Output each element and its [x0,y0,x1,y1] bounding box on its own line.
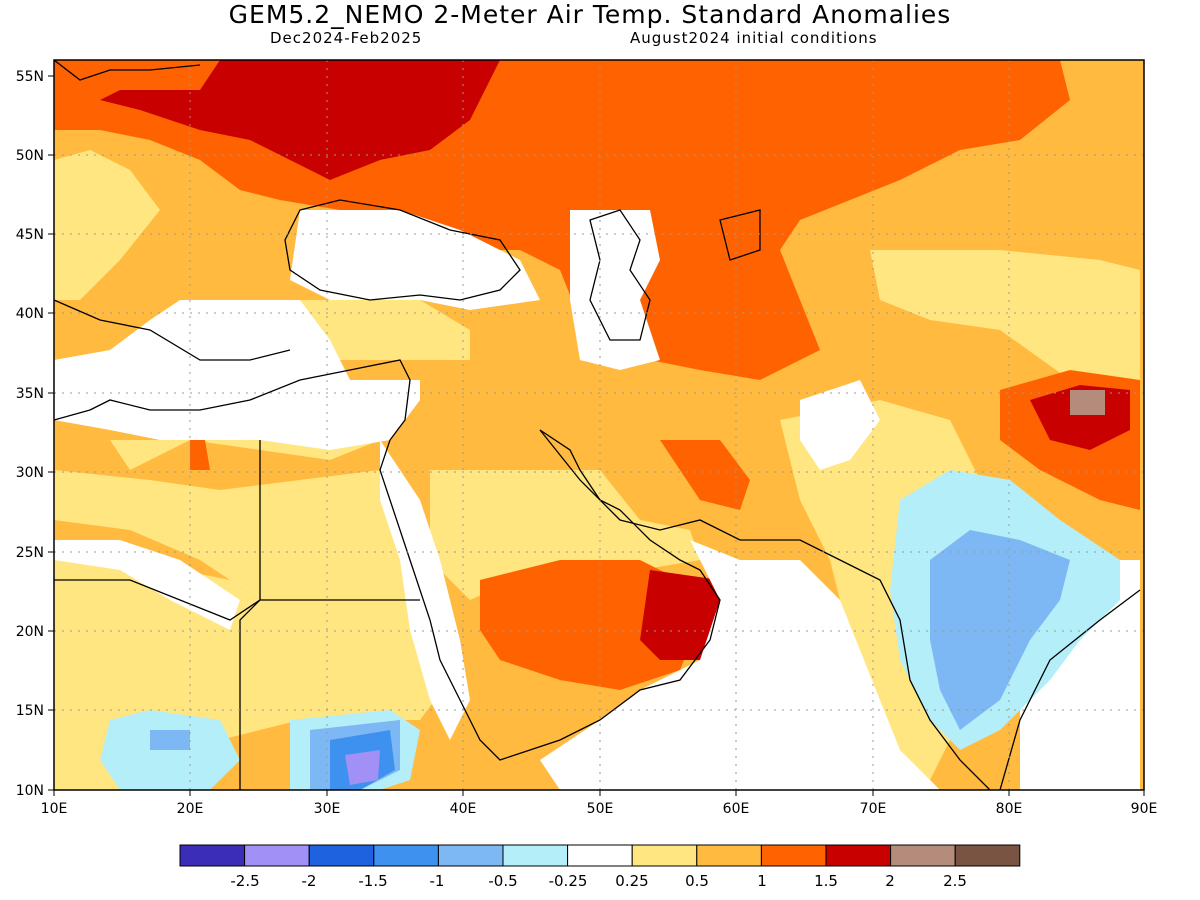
coast-india-east [999,589,1141,790]
anomaly-region-chad-white [54,540,240,630]
anomaly-region-mediterranean-white [54,300,420,450]
lon-label: 80E [996,801,1023,817]
lat-labels: 55N 50N 45N 40N 35N 30N 25N 20N 15N 10N [16,69,44,799]
anomaly-region-redsea-white [380,440,470,740]
colorbar-swatch [760,844,827,867]
lon-label: 40E [450,801,477,817]
colorbar-label: 2.5 [943,872,967,890]
colorbar-swatch [437,844,504,867]
colorbar-label: 1 [757,872,767,890]
lat-label: 10N [16,783,44,799]
colorbar-swatch [308,844,375,867]
coast-mediterranean-north [54,299,291,361]
lon-label: 10E [41,801,68,817]
border-egypt-sudan [239,440,261,790]
colorbar-label: 1.5 [814,872,838,890]
colorbar-swatch [244,844,310,867]
colorbar-swatch [373,844,439,867]
anomaly-region-rubalkhali-red-orange [480,560,700,690]
anomaly-region-himalaya-brown [1070,390,1105,415]
colorbar-swatch [890,844,956,867]
anomaly-region-anatolia-yellow [300,300,470,360]
lon-label: 70E [860,801,887,817]
colorbar-swatch [179,844,246,867]
lat-label: 40N [16,306,44,322]
colorbar-label: 0.25 [615,872,648,890]
map-title: GEM5.2_NEMO 2-Meter Air Temp. Standard A… [228,0,952,29]
anomaly-region-iran-red-orange [660,440,750,510]
coast-aral [719,209,761,261]
colorbar-label: 2 [885,872,895,890]
colorbar-swatch [631,844,698,867]
anomaly-region-arabiansea-white [540,540,940,790]
anomaly-field [54,60,1144,790]
coast-caspian [589,209,651,341]
colorbar-swatches [179,844,1021,867]
lat-label: 35N [16,386,44,402]
lat-label: 25N [16,545,44,561]
initial-conditions: August2024 initial conditions [630,29,878,47]
colorbar-swatch [502,844,569,867]
anomaly-region-egypt-red-orange [190,440,210,470]
anomaly-region-blacksea-white [290,210,540,310]
anomaly-region-centralasia-yellow [870,250,1140,400]
anomaly-region-india-blue [930,530,1070,730]
coast-arabia [54,359,721,761]
lon-label: 30E [314,801,341,817]
lat-label: 15N [16,703,44,719]
colorbar-labels: -2.5 -2 -1.5 -1 -0.5 -0.25 0.25 0.5 1 1.… [230,872,967,890]
anomaly-region-oman-dark-red [640,570,720,660]
lat-label: 45N [16,227,44,243]
colorbar-swatch [954,844,1021,867]
colorbar-label: -1.5 [358,872,387,890]
anomaly-region-sahara-yellow [54,440,440,700]
lat-label: 50N [16,148,44,164]
lon-label: 60E [723,801,750,817]
colorbar-swatch [825,844,892,867]
colorbar-label: 0.5 [685,872,709,890]
forecast-period: Dec2024-Feb2025 [270,29,423,47]
anomaly-region-ethiopia-purple [345,750,380,785]
lon-labels: 10E 20E 30E 40E 50E 60E 70E 80E 90E [41,801,1158,817]
coast-blacksea [284,199,521,301]
lat-label: 30N [16,465,44,481]
lon-label: 20E [177,801,204,817]
colorbar-label: -0.5 [488,872,517,890]
colorbar-label: -1 [430,872,445,890]
graticule [54,60,1144,790]
lat-label: 55N [16,69,44,85]
anomaly-region-caspian-white [570,210,660,370]
colorbar: -2.5 -2 -1.5 -1 -0.5 -0.25 0.25 0.5 1 1.… [179,844,1021,890]
border-chad-sudan [54,579,420,621]
colorbar-label: -0.25 [549,872,588,890]
colorbar-label: -2.5 [230,872,259,890]
lon-label: 90E [1131,801,1158,817]
anomaly-region-pakistan-white [800,380,880,470]
plot-frame [53,59,1145,791]
tick-marks [48,75,1145,796]
colorbar-swatch [567,844,633,867]
lat-label: 20N [16,624,44,640]
colorbar-label: -2 [302,872,317,890]
coast-iran-india-west [539,429,991,790]
anomaly-region-westeurope-yellow [54,150,160,300]
anomaly-region-sudan-blue [150,730,190,750]
anomaly-region-libya-orange [54,440,380,490]
lon-label: 50E [587,801,614,817]
colorbar-swatch [696,844,762,867]
coast-baltic [54,60,201,81]
anomaly-region-easteurope-dark-red [100,60,500,180]
coastlines [54,60,1141,790]
